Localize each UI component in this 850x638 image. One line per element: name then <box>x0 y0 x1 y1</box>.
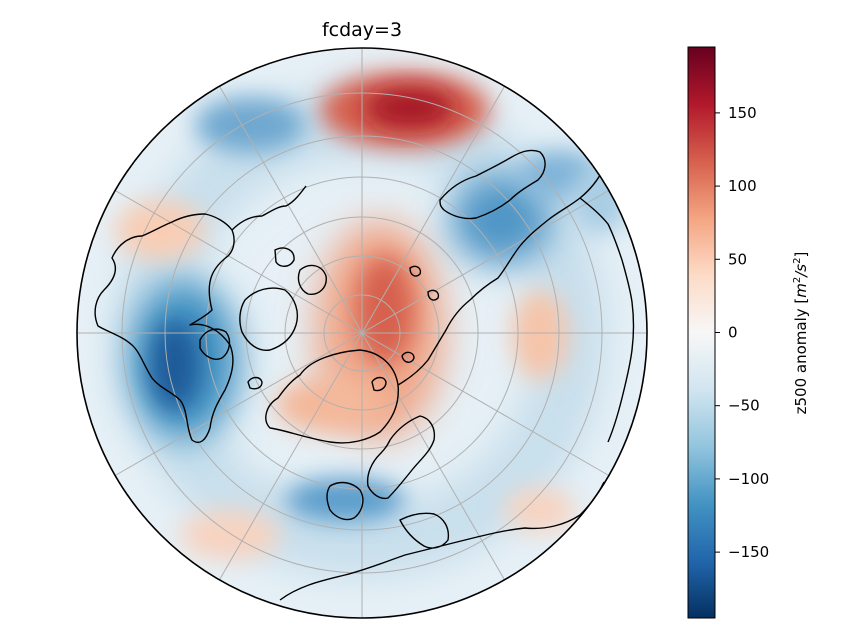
anomaly-europe-negative <box>285 478 405 522</box>
map-border <box>76 47 648 619</box>
coast-arctic-islands <box>371 265 440 392</box>
anomaly-casia-positive <box>512 290 568 380</box>
coastlines <box>94 149 635 601</box>
colorbar-tick-label: 50 <box>728 250 747 268</box>
colorbar-tick-label: −50 <box>728 397 760 415</box>
anomaly-pole-core <box>355 255 415 365</box>
anomaly-asia-negative <box>450 175 550 265</box>
anomaly-topleft-negative <box>195 97 305 153</box>
anomaly-left-positive <box>115 200 205 260</box>
coast-scandinavia <box>366 415 436 500</box>
colorbar-ticks: 150 100 50 0 −50 −100 −150 <box>715 104 769 561</box>
colorbar-label: z500 anomaly [m2/s2] <box>792 252 810 415</box>
colorbar: 150 100 50 0 −50 −100 −150 z500 anomaly [m2/s2… <box>687 46 810 619</box>
anomaly-lowerright-positive <box>505 488 575 532</box>
coast-siberia <box>397 167 605 386</box>
longitude-gridlines <box>77 48 647 618</box>
chart-title: fcday=3 <box>322 19 402 41</box>
coast-east-asia <box>579 197 635 443</box>
colorbar-tick-label: 150 <box>728 104 757 122</box>
colorbar-scale <box>687 46 716 619</box>
colorbar-tick-label: −100 <box>728 470 769 488</box>
coast-hudson-bay <box>199 328 231 360</box>
coast-alaska <box>231 185 307 231</box>
coast-canadian-arctic <box>239 247 327 351</box>
coast-north-america <box>94 213 235 444</box>
coast-iceland <box>247 376 263 390</box>
map-disk <box>77 48 647 618</box>
anomaly-top-core <box>365 88 455 128</box>
colorbar-tick-label: 0 <box>728 324 738 342</box>
coast-greenland <box>265 349 399 444</box>
coast-kamchatka <box>439 149 546 220</box>
colorbar-tick-label: 100 <box>728 177 757 195</box>
anomaly-greenland-positive <box>275 377 385 433</box>
coast-europe <box>279 481 605 601</box>
colorbar-tick-label: −150 <box>728 543 769 561</box>
